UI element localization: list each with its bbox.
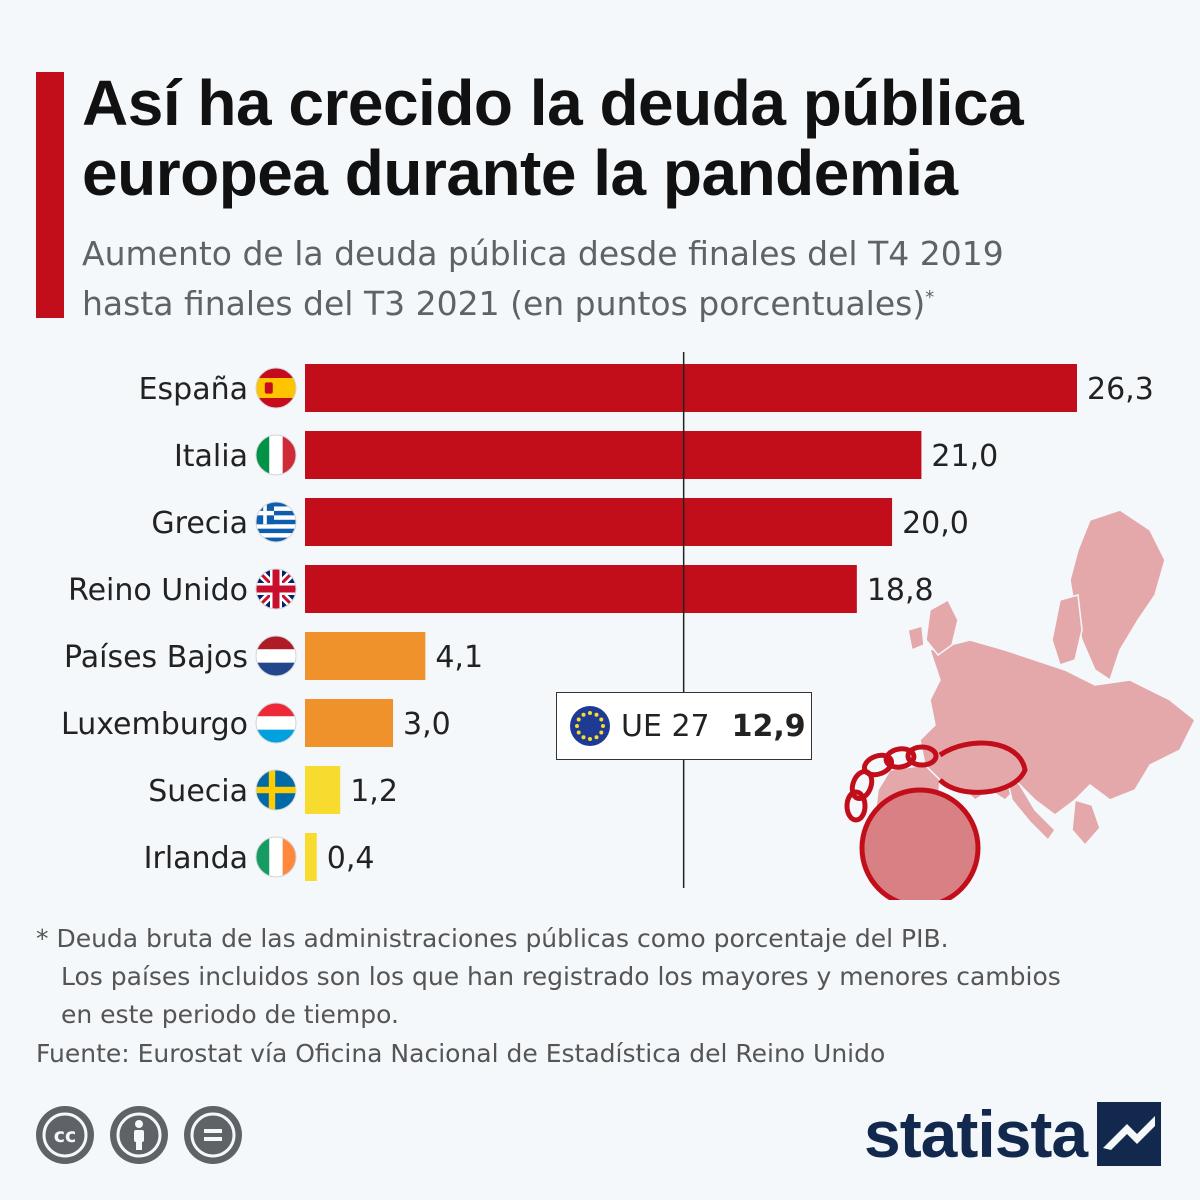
bar [305, 565, 857, 613]
category-label: Grecia [151, 506, 248, 541]
value-label: 3,0 [403, 707, 451, 742]
luxembourg-flag-icon [255, 702, 297, 744]
uk-flag-icon [255, 568, 297, 610]
value-label: 18,8 [867, 573, 934, 608]
bar [305, 431, 922, 479]
page-title: Así ha crecido la deuda pública europea … [82, 68, 1182, 208]
europe-map-illustration [820, 500, 1200, 909]
brand-wordmark: statista [864, 1097, 1088, 1171]
value-label: 20,0 [902, 506, 969, 541]
footnote: * Deuda bruta de las administraciones pú… [36, 920, 1166, 1034]
subtitle: Aumento de la deuda pública desde finale… [82, 232, 1182, 326]
statista-logo[interactable]: statista [864, 1096, 1162, 1172]
category-label: Suecia [148, 774, 248, 809]
license-icons: cc [36, 1106, 242, 1164]
footnote-line-3: en este periodo de tiempo. [61, 1000, 399, 1029]
category-label: Irlanda [144, 841, 248, 876]
bar [305, 498, 893, 546]
italy-flag-icon [255, 434, 297, 476]
title-line-2: europea durante la pandemia [82, 137, 958, 209]
subtitle-line-2: hasta finales del T3 2021 (en puntos por… [82, 284, 935, 323]
ball-and-chain-icon [844, 740, 1028, 909]
bar [305, 833, 317, 881]
statista-logo-icon [1097, 1102, 1162, 1166]
no-derivatives-icon[interactable] [184, 1106, 242, 1164]
category-label: España [139, 372, 248, 407]
footnote-line-1: * Deuda bruta de las administraciones pú… [36, 924, 949, 953]
creative-commons-icon[interactable]: cc [36, 1106, 94, 1164]
category-label: Luxemburgo [61, 707, 248, 742]
value-label: 26,3 [1087, 372, 1154, 407]
value-label: 4,1 [435, 640, 483, 675]
bar [305, 632, 426, 680]
value-label: 1,2 [350, 774, 398, 809]
title-line-1: Así ha crecido la deuda pública [82, 67, 1024, 139]
eu-flag-icon [570, 706, 610, 746]
subtitle-line-1: Aumento de la deuda pública desde finale… [82, 234, 1004, 273]
svg-text:cc: cc [54, 1125, 77, 1147]
spain-flag-icon [255, 367, 297, 409]
footnote-line-2: Los países incluidos son los que han reg… [61, 962, 1061, 991]
category-label: Países Bajos [64, 640, 248, 675]
attribution-icon[interactable] [110, 1106, 168, 1164]
category-label: Reino Unido [68, 573, 248, 608]
bar-chart: España 26,3 Italia 21,0 Grecia 20,0 Reino Unid… [61, 352, 1154, 888]
category-label: Italia [174, 439, 248, 474]
source-note: Fuente: Eurostat vía Oficina Nacional de… [36, 1039, 886, 1068]
footnote-marker: * [925, 287, 935, 308]
value-label: 0,4 [327, 841, 375, 876]
bar [305, 364, 1077, 412]
sweden-flag-icon [255, 769, 297, 811]
bar [305, 766, 341, 814]
greece-flag-icon [255, 501, 297, 543]
value-label: 21,0 [931, 439, 998, 474]
ireland-flag-icon [255, 836, 297, 878]
bar [305, 699, 394, 747]
title-accent-bar [36, 72, 64, 318]
eu-reference-label: UE 27 [621, 708, 710, 744]
netherlands-flag-icon [255, 635, 297, 677]
eu-reference-box: UE 27 12,9 [556, 692, 812, 760]
eu-reference-value: 12,9 [731, 708, 806, 744]
